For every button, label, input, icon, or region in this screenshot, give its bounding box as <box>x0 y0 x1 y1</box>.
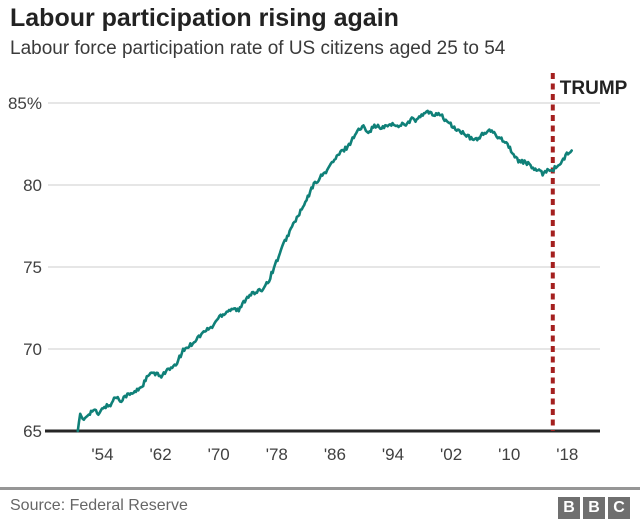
x-tick-label: '94 <box>382 445 404 464</box>
bbc-logo-letter: B <box>558 497 580 519</box>
y-tick-label: 70 <box>23 340 42 359</box>
x-tick-label: '54 <box>91 445 113 464</box>
source-label: Source: Federal Reserve <box>10 497 188 514</box>
y-tick-label: 75 <box>23 258 42 277</box>
y-tick-label: 65 <box>23 422 42 441</box>
x-tick-label: '02 <box>440 445 462 464</box>
x-tick-label: '86 <box>324 445 346 464</box>
chart-subtitle: Labour force participation rate of US ci… <box>10 38 506 59</box>
bbc-logo-letter: C <box>608 497 630 519</box>
participation-series-line <box>76 109 573 433</box>
x-tick-label: '18 <box>556 445 578 464</box>
x-tick-label: '78 <box>266 445 288 464</box>
participation-line-chart: 85% 80 75 70 65 '54 '62 '70 '78 '86 '94 '02 '10 '18 TR… <box>8 73 628 464</box>
y-tick-label: 85% <box>8 94 42 113</box>
x-tick-label: '70 <box>208 445 230 464</box>
bbc-logo: B B C <box>558 497 630 519</box>
chart-title: Labour participation rising again <box>10 4 399 32</box>
trump-label: TRUMP <box>560 78 628 99</box>
bbc-logo-letter: B <box>583 497 605 519</box>
chart-footer: Source: Federal Reserve B B C <box>0 487 640 519</box>
x-tick-label: '10 <box>498 445 520 464</box>
x-tick-label: '62 <box>150 445 172 464</box>
y-tick-label: 80 <box>23 176 42 195</box>
